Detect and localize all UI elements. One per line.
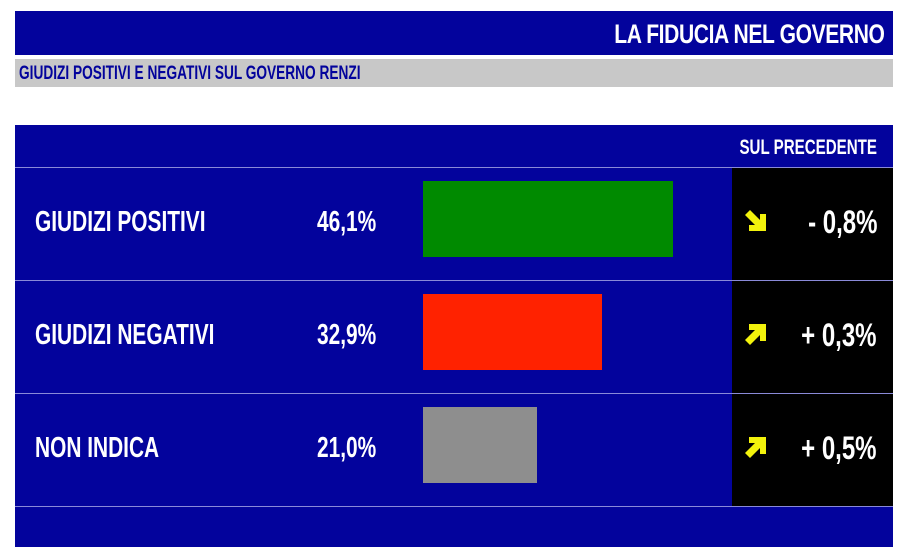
- value-label: 46,1%: [316, 206, 376, 238]
- divider: [15, 393, 893, 394]
- page-title: LA FIDUCIA NEL GOVERNO: [614, 19, 886, 49]
- column-header-row: SUL PRECEDENTE: [15, 125, 893, 167]
- divider: [15, 167, 893, 168]
- chart-panel: SUL PRECEDENTE GIUDIZI POSITIVI 46,1% - …: [15, 125, 893, 547]
- chart-row: GIUDIZI NEGATIVI 32,9% + 0,3%: [15, 281, 893, 394]
- divider: [15, 280, 893, 281]
- change-value: - 0,8%: [807, 204, 877, 240]
- bar-non-indica: [423, 407, 537, 483]
- chart-row: NON INDICA 21,0% + 0,5%: [15, 394, 893, 507]
- change-column-header: SUL PRECEDENTE: [739, 136, 877, 159]
- bar-giudizi-positivi: [423, 181, 673, 257]
- divider: [15, 506, 893, 507]
- arrow-up-right-icon: [745, 324, 766, 345]
- category-label: GIUDIZI NEGATIVI: [35, 319, 215, 351]
- change-value: + 0,5%: [801, 430, 877, 466]
- change-value: + 0,3%: [801, 317, 877, 353]
- subtitle-bar: GIUDIZI POSITIVI E NEGATIVI SUL GOVERNO …: [15, 59, 893, 87]
- page-subtitle: GIUDIZI POSITIVI E NEGATIVI SUL GOVERNO …: [19, 63, 361, 84]
- bar-giudizi-negativi: [423, 294, 602, 370]
- chart-row: GIUDIZI POSITIVI 46,1% - 0,8%: [15, 168, 893, 281]
- category-label: GIUDIZI POSITIVI: [35, 206, 206, 238]
- arrow-up-right-icon: [745, 437, 766, 458]
- title-bar: LA FIDUCIA NEL GOVERNO: [15, 11, 893, 55]
- value-label: 21,0%: [316, 432, 376, 464]
- category-label: NON INDICA: [35, 432, 160, 464]
- arrow-down-right-icon: [745, 210, 766, 231]
- value-label: 32,9%: [316, 319, 376, 351]
